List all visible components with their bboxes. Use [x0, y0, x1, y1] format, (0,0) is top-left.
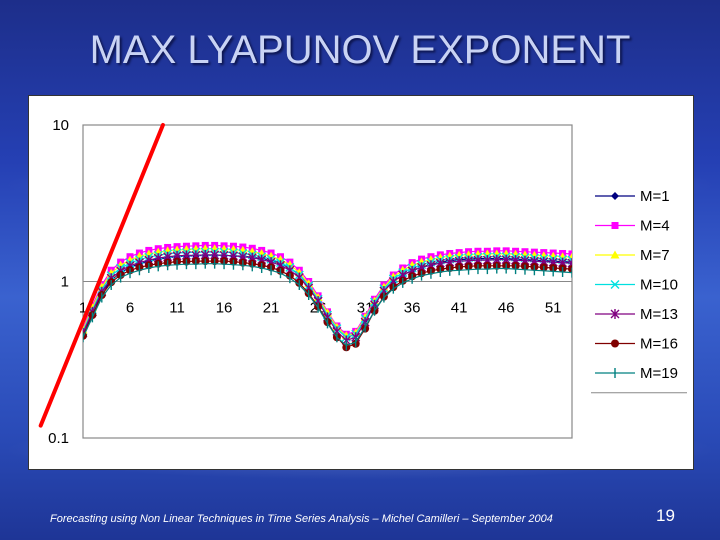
data-point	[610, 309, 620, 319]
data-point	[610, 280, 620, 289]
data-point	[611, 192, 619, 200]
data-point	[567, 258, 572, 269]
lyapunov-chart: 1010.116111621263136414651M=1M=4M=7M=10M…	[38, 117, 687, 447]
x-tick-label: 46	[498, 300, 515, 317]
data-point	[83, 331, 87, 340]
y-tick-label: 10	[52, 117, 69, 134]
data-point	[611, 222, 619, 229]
legend-label: M=4	[640, 218, 670, 235]
data-point	[568, 250, 572, 258]
y-tick-label: 1	[61, 274, 69, 291]
page-number: 19	[656, 506, 675, 525]
data-point	[568, 265, 572, 274]
data-point	[294, 268, 304, 277]
legend-label: M=1	[640, 188, 670, 205]
data-point	[610, 250, 620, 259]
slide-footer: Forecasting using Non Linear Techniques …	[50, 513, 553, 525]
series-m-13	[83, 249, 572, 346]
y-tick-label: 0.1	[48, 430, 69, 447]
legend-label: M=19	[640, 365, 678, 382]
x-tick-label: 51	[545, 300, 562, 317]
x-tick-label: 6	[126, 300, 134, 317]
x-tick-label: 11	[169, 300, 185, 317]
x-tick-label: 16	[216, 300, 233, 317]
legend-label: M=13	[640, 306, 678, 323]
data-point	[435, 253, 445, 262]
legend-item: M=1	[595, 188, 670, 205]
series-m-19	[83, 258, 572, 351]
data-point	[611, 339, 619, 348]
chart-panel: 1010.116111621263136414651M=1M=4M=7M=10M…	[28, 95, 694, 470]
legend-label: M=7	[640, 247, 670, 264]
legend-label: M=10	[640, 277, 678, 294]
legend-item: M=19	[595, 365, 678, 382]
red-trend-line	[38, 123, 165, 428]
data-point	[106, 268, 116, 277]
legend-item: M=4	[595, 218, 670, 235]
slide-title: MAX LYAPUNOV EXPONENT	[89, 28, 631, 72]
legend-item: M=7	[595, 247, 670, 264]
legend-item: M=16	[595, 336, 678, 353]
x-tick-label: 41	[451, 300, 468, 317]
legend-label: M=16	[640, 336, 678, 353]
legend-item: M=13	[595, 306, 678, 323]
x-tick-label: 21	[263, 300, 280, 317]
legend-item: M=10	[595, 277, 678, 294]
x-tick-label: 36	[404, 300, 421, 317]
x-tick-label: 1	[79, 300, 87, 317]
